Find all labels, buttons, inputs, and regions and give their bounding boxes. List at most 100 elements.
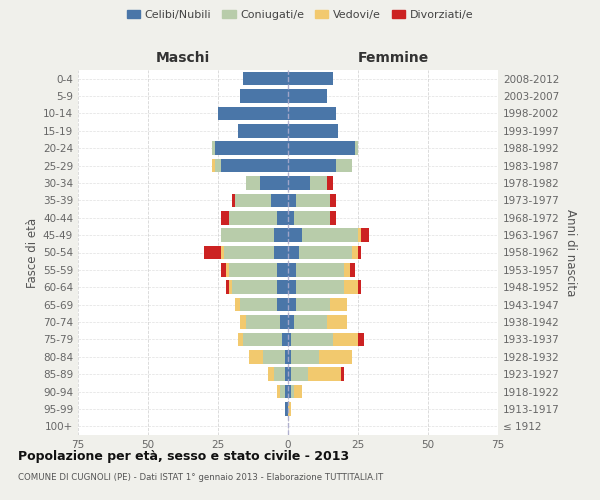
Bar bbox=[280, 385, 285, 398]
Bar bbox=[310, 176, 327, 190]
Bar bbox=[268, 368, 274, 381]
Bar bbox=[333, 332, 358, 346]
Bar bbox=[285, 350, 288, 364]
Bar bbox=[293, 211, 330, 224]
Bar bbox=[288, 332, 291, 346]
Bar bbox=[288, 124, 338, 138]
Bar bbox=[285, 368, 288, 381]
Bar bbox=[352, 246, 358, 260]
Bar bbox=[288, 368, 291, 381]
Bar bbox=[288, 211, 293, 224]
Bar bbox=[246, 176, 260, 190]
Bar bbox=[288, 176, 310, 190]
Legend: Celibi/Nubili, Coniugati/e, Vedovi/e, Divorziati/e: Celibi/Nubili, Coniugati/e, Vedovi/e, Di… bbox=[122, 6, 478, 25]
Bar bbox=[241, 315, 246, 329]
Bar bbox=[335, 159, 352, 172]
Bar bbox=[288, 142, 355, 155]
Bar bbox=[288, 246, 299, 260]
Bar bbox=[238, 332, 243, 346]
Bar bbox=[330, 298, 347, 312]
Bar bbox=[204, 246, 221, 260]
Bar bbox=[288, 385, 291, 398]
Bar bbox=[285, 385, 288, 398]
Bar bbox=[218, 106, 288, 120]
Text: COMUNE DI CUGNOLI (PE) - Dati ISTAT 1° gennaio 2013 - Elaborazione TUTTITALIA.IT: COMUNE DI CUGNOLI (PE) - Dati ISTAT 1° g… bbox=[18, 472, 383, 482]
Bar bbox=[293, 315, 327, 329]
Bar bbox=[288, 90, 327, 103]
Bar bbox=[226, 263, 229, 276]
Bar bbox=[358, 280, 361, 294]
Bar bbox=[288, 228, 302, 242]
Bar bbox=[277, 263, 288, 276]
Bar bbox=[350, 263, 355, 276]
Bar bbox=[280, 315, 288, 329]
Text: Popolazione per età, sesso e stato civile - 2013: Popolazione per età, sesso e stato civil… bbox=[18, 450, 349, 463]
Bar bbox=[249, 350, 263, 364]
Bar bbox=[288, 263, 296, 276]
Bar bbox=[271, 194, 288, 207]
Bar bbox=[355, 142, 358, 155]
Bar bbox=[274, 368, 285, 381]
Bar bbox=[283, 332, 288, 346]
Bar bbox=[341, 368, 344, 381]
Bar bbox=[229, 263, 277, 276]
Bar bbox=[274, 246, 288, 260]
Bar bbox=[299, 246, 352, 260]
Bar bbox=[243, 72, 288, 86]
Bar bbox=[221, 159, 288, 172]
Bar bbox=[221, 246, 224, 260]
Bar bbox=[288, 159, 335, 172]
Bar bbox=[274, 228, 288, 242]
Bar bbox=[232, 280, 277, 294]
Bar bbox=[288, 298, 296, 312]
Bar bbox=[241, 90, 288, 103]
Bar bbox=[212, 159, 215, 172]
Bar bbox=[226, 280, 229, 294]
Bar bbox=[344, 280, 358, 294]
Bar bbox=[344, 263, 350, 276]
Bar bbox=[288, 350, 291, 364]
Bar bbox=[232, 194, 235, 207]
Bar bbox=[358, 246, 361, 260]
Bar bbox=[308, 368, 341, 381]
Bar bbox=[296, 194, 330, 207]
Bar bbox=[288, 72, 333, 86]
Bar bbox=[288, 402, 291, 415]
Bar bbox=[291, 368, 308, 381]
Bar bbox=[358, 332, 364, 346]
Bar bbox=[277, 385, 280, 398]
Bar bbox=[293, 385, 302, 398]
Bar bbox=[235, 194, 271, 207]
Bar bbox=[288, 315, 293, 329]
Bar bbox=[296, 280, 344, 294]
Bar bbox=[288, 280, 296, 294]
Bar bbox=[277, 280, 288, 294]
Bar bbox=[330, 194, 335, 207]
Bar bbox=[260, 176, 288, 190]
Bar bbox=[285, 402, 288, 415]
Bar bbox=[229, 211, 277, 224]
Text: Femmine: Femmine bbox=[358, 51, 428, 65]
Bar bbox=[241, 298, 277, 312]
Bar bbox=[288, 106, 335, 120]
Bar bbox=[358, 228, 361, 242]
Bar bbox=[296, 298, 330, 312]
Bar bbox=[361, 228, 369, 242]
Bar bbox=[277, 298, 288, 312]
Bar bbox=[246, 315, 280, 329]
Bar bbox=[263, 350, 285, 364]
Bar bbox=[215, 159, 221, 172]
Bar bbox=[221, 263, 226, 276]
Bar bbox=[229, 280, 232, 294]
Bar bbox=[238, 124, 288, 138]
Bar bbox=[327, 315, 347, 329]
Bar bbox=[221, 211, 229, 224]
Text: Maschi: Maschi bbox=[156, 51, 210, 65]
Bar bbox=[319, 350, 352, 364]
Bar bbox=[221, 228, 274, 242]
Bar bbox=[296, 263, 344, 276]
Bar bbox=[330, 211, 335, 224]
Bar bbox=[212, 142, 215, 155]
Bar bbox=[291, 385, 293, 398]
Bar bbox=[235, 298, 241, 312]
